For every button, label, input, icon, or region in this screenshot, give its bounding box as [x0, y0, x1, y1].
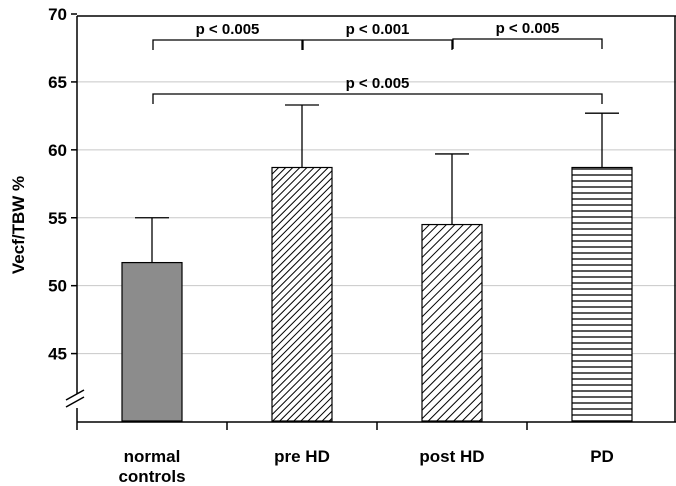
axis-break-mark	[65, 396, 85, 408]
significance-brackets: p < 0.005 p < 0.001 p < 0.005 p < 0.005	[152, 20, 603, 104]
y-tick-label: 70	[48, 5, 67, 24]
x-category-label-line: controls	[118, 467, 185, 486]
x-category-label: normal controls	[118, 447, 185, 486]
x-category-label-line: pre HD	[274, 447, 330, 466]
significance-bracket	[302, 39, 453, 50]
y-tick-label: 55	[48, 209, 67, 228]
bar	[121, 261, 183, 422]
x-category-label-line: PD	[590, 447, 614, 466]
axis-labels: 45 50 55 60 65 70 normal controls pre HD post HD P…	[9, 5, 614, 486]
bar	[421, 223, 483, 422]
y-tick-label: 45	[48, 345, 67, 364]
significance-bracket	[152, 39, 303, 50]
y-tick-label: 65	[48, 73, 67, 92]
significance-label: p < 0.005	[346, 75, 410, 92]
bar	[571, 166, 633, 422]
significance-label: p < 0.001	[346, 21, 410, 38]
significance-bracket	[452, 38, 603, 49]
y-tick-label: 50	[48, 277, 67, 296]
axis-break-mark	[65, 389, 85, 401]
significance-label: p < 0.005	[496, 20, 560, 37]
significance-label: p < 0.005	[196, 21, 260, 38]
axes	[65, 13, 676, 430]
y-tick-label: 60	[48, 141, 67, 160]
y-axis-title: Vecf/TBW %	[9, 176, 28, 274]
x-category-label-line: normal	[124, 447, 181, 466]
significance-bracket	[152, 93, 603, 104]
bar	[271, 166, 333, 422]
x-category-label: pre HD	[274, 447, 330, 466]
bars	[121, 104, 633, 422]
x-category-label-line: post HD	[419, 447, 484, 466]
x-category-label: post HD	[419, 447, 484, 466]
x-category-label: PD	[590, 447, 614, 466]
